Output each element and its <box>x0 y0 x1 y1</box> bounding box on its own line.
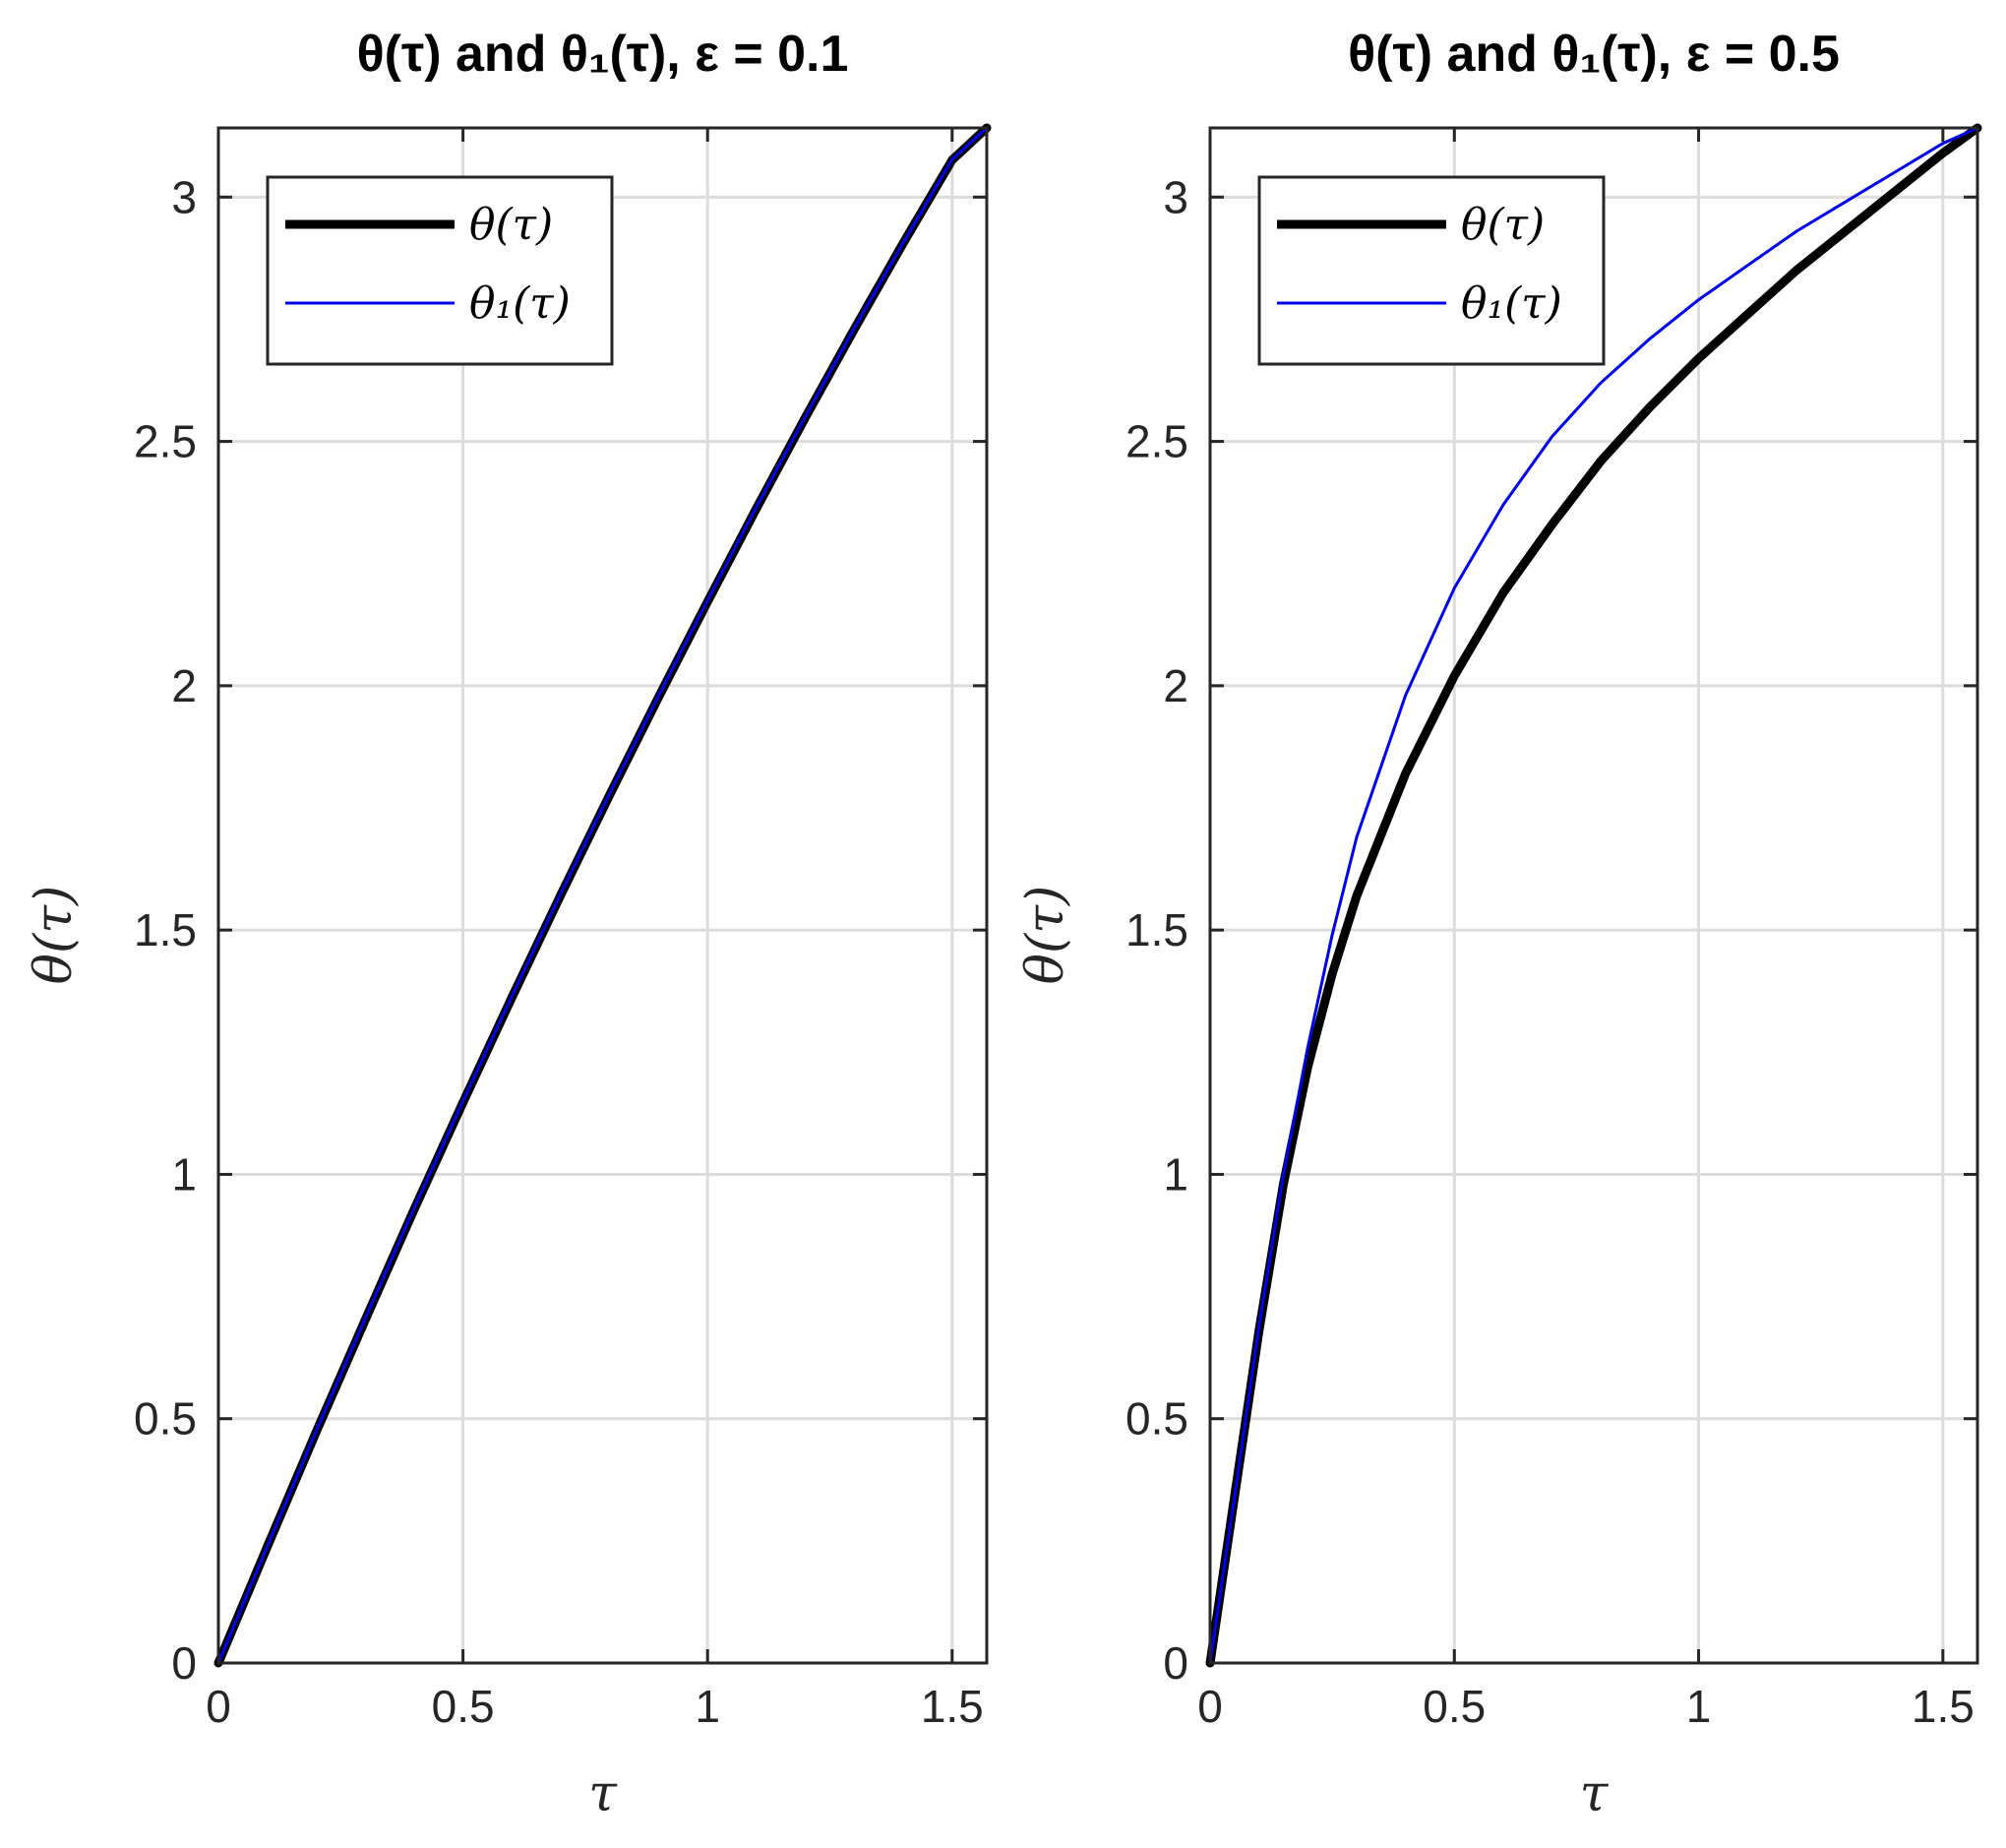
x-tick-label: 0.5 <box>1423 1681 1486 1732</box>
y-tick-label: 2 <box>171 660 197 711</box>
y-axis-label: θ(τ) <box>1016 886 1075 985</box>
y-tick-label: 1 <box>1163 1148 1188 1200</box>
x-tick-label: 0 <box>206 1681 231 1732</box>
y-tick-label: 0 <box>171 1637 197 1689</box>
x-tick-label: 1 <box>1686 1681 1712 1732</box>
legend-entry: θ₁(τ) <box>1461 278 1562 329</box>
plot-area <box>218 128 987 1663</box>
legend-entry: θ₁(τ) <box>469 278 571 329</box>
chart-panel-1: 0 0.5 1 1.5 0 0.5 1 1.5 2 2.5 3 θ(τ) and θ₁(τ), ε =… <box>25 26 992 1823</box>
x-axis-label: τ <box>1580 1764 1610 1823</box>
legend: θ(τ) θ₁(τ) <box>1257 175 1606 366</box>
y-tick-label: 2.5 <box>134 416 197 467</box>
x-tick-label: 1.5 <box>1912 1681 1975 1732</box>
y-tick-label: 1.5 <box>1125 904 1188 955</box>
y-tick-label: 1 <box>171 1148 197 1200</box>
chart-panel-2: 0 0.5 1 1.5 0 0.5 1 1.5 2 2.5 3 θ(τ) and θ₁(τ), ε =… <box>1016 26 1982 1823</box>
x-tick-label: 0 <box>1197 1681 1223 1732</box>
legend-box <box>266 175 614 366</box>
y-tick-label: 2 <box>1163 660 1188 711</box>
chart-title: θ(τ) and θ₁(τ), ε = 0.5 <box>1348 26 1840 83</box>
plot-area <box>1210 128 1977 1663</box>
x-tick-label: 0.5 <box>432 1681 495 1732</box>
y-tick-label: 0 <box>1163 1637 1188 1689</box>
x-axis-label: τ <box>588 1764 618 1823</box>
x-tick-label: 1.5 <box>921 1681 984 1732</box>
series-line-theta1 <box>216 126 989 1665</box>
x-tick-label: 1 <box>695 1681 720 1732</box>
y-tick-label: 2.5 <box>1125 416 1188 467</box>
y-tick-label: 3 <box>171 171 197 222</box>
axis-box <box>216 126 989 1665</box>
y-tick-label: 1.5 <box>134 904 197 955</box>
axis-box <box>1208 126 1979 1665</box>
legend: θ(τ) θ₁(τ) <box>266 175 614 366</box>
y-tick-label: 3 <box>1163 171 1188 222</box>
legend-entry: θ(τ) <box>469 200 553 250</box>
y-tick-label: 0.5 <box>134 1393 197 1445</box>
legend-box <box>1257 175 1606 366</box>
y-axis-label: θ(τ) <box>25 886 84 985</box>
chart-title: θ(τ) and θ₁(τ), ε = 0.1 <box>357 26 849 83</box>
legend-entry: θ(τ) <box>1461 200 1545 250</box>
series-line-theta1 <box>1208 126 1979 1665</box>
y-tick-label: 0.5 <box>1125 1393 1188 1445</box>
series-line-theta <box>1205 123 1982 1668</box>
